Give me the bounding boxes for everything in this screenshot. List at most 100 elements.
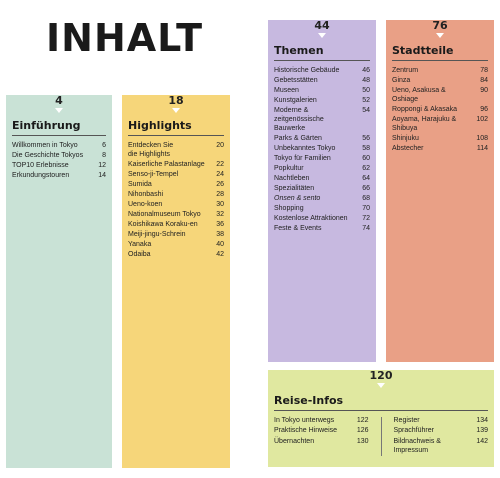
toc-entry[interactable]: Willkommen in Tokyo 6: [12, 140, 106, 150]
section-number-badge: 76: [386, 20, 494, 34]
toc-entry-label: Kaiserliche Palastanlage: [128, 160, 205, 168]
toc-entry-label: Sprachführer: [393, 427, 434, 435]
toc-entry[interactable]: Abstecher 114: [392, 143, 488, 153]
toc-entry[interactable]: Popkultur 62: [274, 163, 370, 173]
toc-entry-label: Ueno, Asakusa & Oshiage: [392, 86, 446, 103]
toc-entry-page: 46: [362, 66, 370, 74]
toc-entry[interactable]: Kunstgalerien 52: [274, 95, 370, 105]
toc-entry-label: Feste & Events: [274, 224, 322, 232]
toc-entry[interactable]: Sumida 26: [128, 179, 224, 189]
pointer-arrow-icon: [436, 33, 444, 38]
toc-entry[interactable]: Senso-ji-Tempel 24: [128, 169, 224, 179]
toc-entry-label: Roppongi & Akasaka: [392, 105, 457, 113]
toc-entry[interactable]: Gebetsstätten 48: [274, 75, 370, 85]
toc-entry[interactable]: Kostenlose Attraktionen 72: [274, 213, 370, 223]
section-start-page: 18: [168, 94, 184, 107]
section-title[interactable]: Einführung: [12, 119, 106, 136]
toc-entry-label: Gebetsstätten: [274, 76, 318, 84]
toc-entry-page: 52: [362, 96, 370, 104]
toc-entry-page: 68: [362, 194, 370, 202]
toc-entry[interactable]: Entdecken Sie die Highlights 20: [128, 140, 224, 159]
toc-entry[interactable]: Aoyama, Harajuku & Shibuya 102: [392, 114, 488, 133]
toc-entry-label: Spezialitäten: [274, 184, 315, 192]
column-divider: [380, 417, 382, 456]
toc-entry-page: 114: [476, 144, 488, 152]
toc-entry[interactable]: Parks & Gärten 56: [274, 133, 370, 143]
toc-entry[interactable]: Sprachführer 139: [394, 426, 489, 437]
toc-entry[interactable]: Nihonbashi 28: [128, 189, 224, 199]
toc-entry[interactable]: Ueno-koen 30: [128, 199, 224, 209]
section-reise-infos: 120 Reise-Infos In Tokyo unterwegs 122 Pra…: [268, 370, 494, 467]
toc-entry[interactable]: Nachtleben 64: [274, 173, 370, 183]
toc-entry-page: 64: [362, 174, 370, 182]
entry-list: Willkommen in Tokyo 6 Die Geschichte Tokyo…: [12, 140, 106, 180]
section-number-badge: 44: [268, 20, 376, 34]
toc-entry-page: 72: [362, 214, 370, 222]
section-title[interactable]: Highlights: [128, 119, 224, 136]
toc-entry-label: Aoyama, Harajuku & Shibuya: [392, 115, 457, 132]
entry-list: Zentrum 78 Ginza 84 Ueno, Asakusa & Oshiage 9…: [392, 65, 488, 153]
toc-entry-label: Odaiba: [128, 250, 151, 258]
toc-entry-page: 56: [362, 134, 370, 142]
toc-entry[interactable]: Shinjuku 108: [392, 133, 488, 143]
toc-entry-page: 28: [216, 190, 224, 198]
toc-entry[interactable]: Yanaka 40: [128, 239, 224, 249]
toc-entry-page: 22: [216, 160, 224, 168]
toc-entry-page: 108: [476, 134, 488, 142]
toc-entry[interactable]: Nationalmuseum Tokyo 32: [128, 209, 224, 219]
toc-entry-page: 90: [480, 86, 488, 94]
toc-entry[interactable]: Bildnachweis & Impressum 142: [394, 436, 489, 456]
toc-entry[interactable]: Moderne & zeitgenössische Bauwerke 54: [274, 105, 370, 133]
toc-entry-page: 42: [216, 250, 224, 258]
toc-entry-page: 38: [216, 230, 224, 238]
toc-entry[interactable]: Museen 50: [274, 85, 370, 95]
toc-entry[interactable]: TOP10 Erlebnisse 12: [12, 160, 106, 170]
section-title[interactable]: Stadtteile: [392, 44, 488, 61]
toc-entry[interactable]: Tokyo für Familien 60: [274, 153, 370, 163]
toc-entry[interactable]: Erkundungstouren 14: [12, 170, 106, 180]
toc-entry[interactable]: Historische Gebäude 46: [274, 65, 370, 75]
page-title: INHALT: [46, 16, 203, 60]
toc-entry-page: 130: [356, 437, 369, 445]
toc-entry[interactable]: Die Geschichte Tokyos 8: [12, 150, 106, 160]
toc-entry-page: 102: [476, 115, 488, 123]
toc-entry[interactable]: Spezialitäten 66: [274, 183, 370, 193]
toc-entry-page: 54: [362, 106, 370, 114]
section-title[interactable]: Themen: [274, 44, 370, 61]
toc-entry-label: Yanaka: [128, 240, 152, 248]
toc-entry[interactable]: Roppongi & Akasaka 96: [392, 104, 488, 114]
toc-entry[interactable]: Kaiserliche Palastanlage 22: [128, 159, 224, 169]
entry-list-left: In Tokyo unterwegs 122 Praktische Hinweise…: [274, 415, 369, 456]
toc-entry[interactable]: Feste & Events 74: [274, 223, 370, 233]
toc-entry-label: Willkommen in Tokyo: [12, 141, 78, 149]
section-start-page: 120: [369, 369, 393, 382]
toc-entry-page: 122: [356, 416, 369, 424]
toc-entry-label: Ueno-koen: [128, 200, 163, 208]
toc-entry-label: TOP10 Erlebnisse: [12, 161, 69, 169]
toc-entry[interactable]: In Tokyo unterwegs 122: [274, 415, 369, 426]
toc-entry-label: Zentrum: [392, 66, 419, 74]
toc-entry[interactable]: Meiji-jingu-Schrein 38: [128, 229, 224, 239]
toc-entry-label: Register: [393, 416, 420, 424]
toc-entry[interactable]: Odaiba 42: [128, 249, 224, 259]
toc-entry[interactable]: Ginza 84: [392, 75, 488, 85]
toc-entry-label: Unbekanntes Tokyo: [274, 144, 336, 152]
toc-entry[interactable]: Zentrum 78: [392, 65, 488, 75]
toc-entry[interactable]: Unbekanntes Tokyo 58: [274, 143, 370, 153]
toc-entry[interactable]: Übernachten 130: [274, 436, 369, 447]
toc-entry-page: 12: [98, 161, 106, 169]
toc-entry-label: Senso-ji-Tempel: [128, 170, 179, 178]
section-number-badge: 18: [122, 95, 230, 109]
toc-entry-page: 14: [98, 171, 106, 179]
toc-entry-page: 50: [362, 86, 370, 94]
toc-entry-label: Entdecken Sie die Highlights: [128, 141, 174, 158]
toc-entry[interactable]: Ueno, Asakusa & Oshiage 90: [392, 85, 488, 104]
section-title[interactable]: Reise-Infos: [274, 394, 488, 411]
toc-entry-page: 20: [216, 141, 224, 149]
toc-entry[interactable]: Register 134: [394, 415, 489, 426]
toc-entry[interactable]: Praktische Hinweise 126: [274, 426, 369, 437]
toc-entry[interactable]: Shopping 70: [274, 203, 370, 213]
toc-entry-page: 24: [216, 170, 224, 178]
toc-entry[interactable]: Onsen & sento 68: [274, 193, 370, 203]
toc-entry[interactable]: Koishikawa Koraku-en 36: [128, 219, 224, 229]
